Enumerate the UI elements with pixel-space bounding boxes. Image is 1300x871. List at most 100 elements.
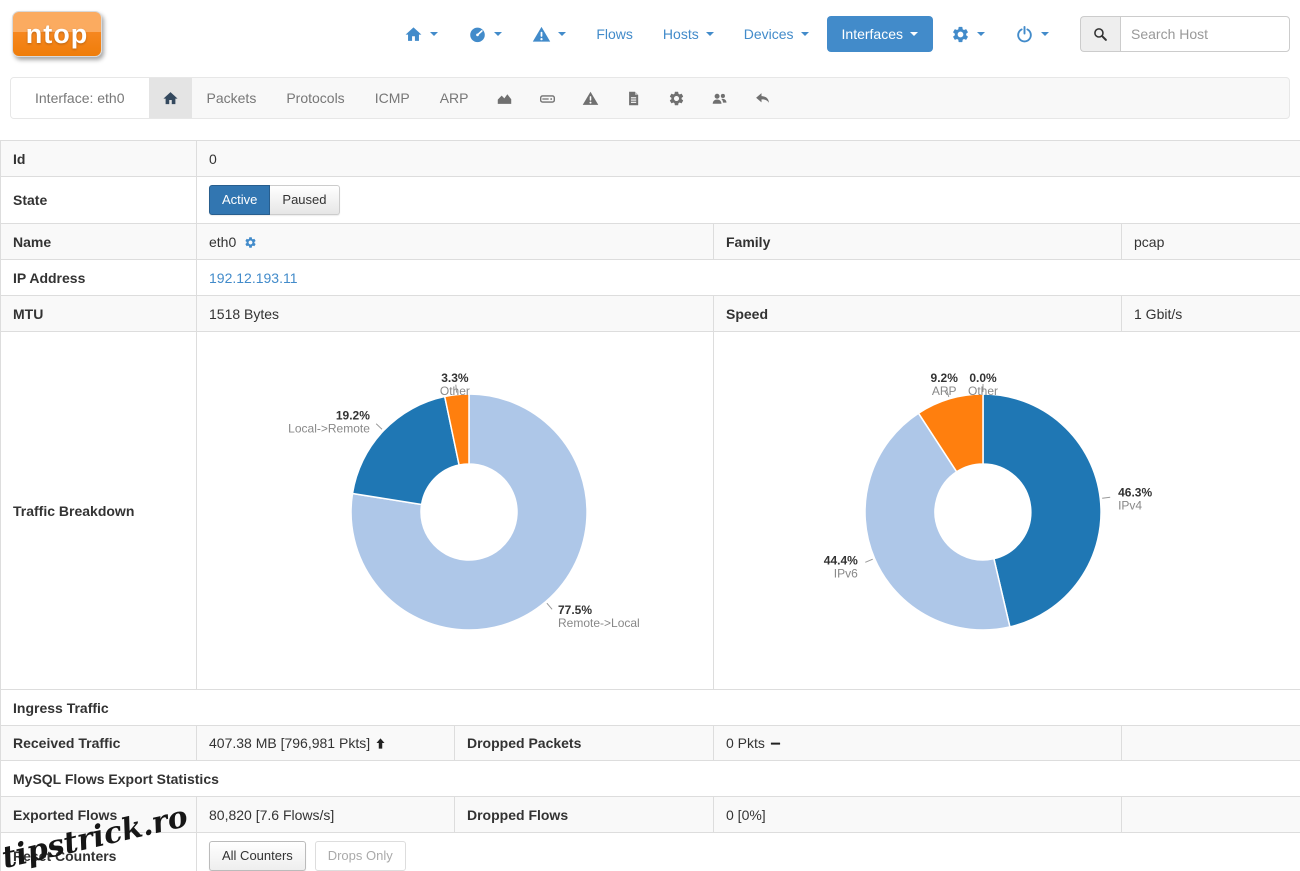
- state-label: State: [1, 177, 197, 224]
- configure-interface-icon[interactable]: [244, 236, 257, 249]
- chart-area-icon: [496, 90, 513, 107]
- slice-pct-label: 19.2%: [336, 409, 370, 423]
- search-icon[interactable]: [1080, 16, 1120, 52]
- interface-details: Id 0 State Active Paused Name eth0 Famil…: [0, 140, 1300, 871]
- slice-name-label: IPv4: [1118, 499, 1142, 513]
- tab-home[interactable]: [149, 78, 192, 118]
- slice-pct-label: 9.2%: [931, 371, 959, 385]
- label-leader-line: [547, 603, 552, 609]
- devices-menu[interactable]: Devices: [732, 17, 821, 51]
- family-value: pcap: [1122, 224, 1300, 260]
- slice-name-label: Other: [440, 384, 470, 398]
- traffic-family-donut-chart: 46.3%IPv444.4%IPv69.2%ARP0.0%Other: [726, 340, 1300, 681]
- home-icon: [162, 90, 179, 107]
- alert-triangle-icon: [582, 90, 599, 107]
- gear-icon: [668, 90, 685, 107]
- top-navbar: ntop Flows Hosts Devices Interfaces: [0, 0, 1300, 68]
- slice-pct-label: 44.4%: [824, 554, 858, 568]
- mtu-value: 1518 Bytes: [197, 296, 714, 332]
- traffic-direction-donut-chart: 77.5%Remote->Local 19.2%Local->Remote 3.3%…: [209, 340, 725, 681]
- nav-item-label: Flows: [596, 26, 633, 42]
- slice-name-label: IPv6: [834, 567, 858, 581]
- nav-item-label: Hosts: [663, 26, 699, 42]
- tab-label: ICMP: [375, 90, 410, 106]
- label-leader-line: [376, 424, 382, 430]
- gear-icon: [951, 25, 970, 44]
- ingress-traffic-header: Ingress Traffic: [1, 690, 1300, 726]
- dropped-packets-label: Dropped Packets: [455, 726, 714, 761]
- chevron-down-icon: [494, 32, 502, 36]
- power-menu[interactable]: [1003, 16, 1061, 53]
- traffic-breakdown-label: Traffic Breakdown: [1, 332, 197, 690]
- nav-item-label: Devices: [744, 26, 794, 42]
- chevron-down-icon: [430, 32, 438, 36]
- tab-chart[interactable]: [483, 78, 526, 118]
- state-paused-button[interactable]: Paused: [270, 185, 339, 215]
- table-row: MTU 1518 Bytes Speed 1 Gbit/s: [1, 296, 1300, 332]
- dash-icon: [769, 737, 782, 750]
- tab-protocols[interactable]: Protocols: [271, 78, 359, 118]
- tab-storage[interactable]: [526, 78, 569, 118]
- table-row: Reset Counters All Counters Drops Only: [1, 833, 1300, 871]
- ntop-logo[interactable]: ntop: [12, 11, 102, 57]
- tab-packets[interactable]: Packets: [192, 78, 272, 118]
- alert-triangle-icon: [532, 25, 551, 44]
- host-search: [1080, 16, 1290, 52]
- interface-navbar: Interface: eth0 PacketsProtocolsICMPARP: [10, 77, 1290, 119]
- dashboard-icon: [468, 25, 487, 44]
- tab-settings[interactable]: [655, 78, 698, 118]
- chevron-down-icon: [910, 32, 918, 36]
- ip-label: IP Address: [1, 260, 197, 296]
- speed-label: Speed: [714, 296, 1122, 332]
- received-traffic-label: Received Traffic: [1, 726, 197, 761]
- chevron-down-icon: [558, 32, 566, 36]
- tab-arp[interactable]: ARP: [425, 78, 484, 118]
- tab-back[interactable]: [741, 78, 784, 118]
- received-traffic-value: 407.38 MB [796,981 Pkts]: [209, 735, 370, 751]
- table-row: Exported Flows 80,820 [7.6 Flows/s] Drop…: [1, 797, 1300, 833]
- exported-flows-value: 80,820 [7.6 Flows/s]: [197, 797, 455, 833]
- flows-link[interactable]: Flows: [584, 17, 645, 51]
- hdd-icon: [539, 90, 556, 107]
- name-label: Name: [1, 224, 197, 260]
- tab-users[interactable]: [698, 78, 741, 118]
- settings-menu[interactable]: [939, 16, 997, 53]
- chevron-down-icon: [706, 32, 714, 36]
- home-menu[interactable]: [392, 16, 450, 53]
- tab-label: Protocols: [286, 90, 344, 106]
- slice-pct-label: 0.0%: [969, 371, 997, 385]
- slice-pct-label: 77.5%: [558, 603, 592, 617]
- ip-address-link[interactable]: 192.12.193.11: [209, 270, 298, 286]
- hosts-menu[interactable]: Hosts: [651, 17, 726, 51]
- search-input[interactable]: [1120, 16, 1290, 52]
- reset-drops-only-button[interactable]: Drops Only: [315, 841, 406, 871]
- slice-name-label: Local->Remote: [288, 422, 370, 436]
- dashboard-menu[interactable]: [456, 16, 514, 53]
- traffic-breakdown-row: Traffic Breakdown 77.5%Remote->Local 19.2…: [1, 332, 1300, 690]
- power-icon: [1015, 25, 1034, 44]
- tab-alerts[interactable]: [569, 78, 612, 118]
- main-menu: Flows Hosts Devices Interfaces: [389, 16, 1064, 53]
- reset-counters-label: Reset Counters: [1, 833, 197, 871]
- state-active-button[interactable]: Active: [209, 185, 270, 215]
- tab-icmp[interactable]: ICMP: [360, 78, 425, 118]
- reset-all-counters-button[interactable]: All Counters: [209, 841, 306, 871]
- nav-item-label: Interfaces: [842, 26, 903, 42]
- mtu-label: MTU: [1, 296, 197, 332]
- id-label: Id: [1, 141, 197, 177]
- slice-pct-label: 3.3%: [441, 371, 469, 385]
- section-header-row: Ingress Traffic: [1, 690, 1300, 726]
- tab-report[interactable]: [612, 78, 655, 118]
- slice-name-label: Remote->Local: [558, 616, 640, 630]
- table-row: Id 0: [1, 141, 1300, 177]
- slice-pct-label: 46.3%: [1118, 486, 1152, 500]
- chevron-down-icon: [977, 32, 985, 36]
- interface-details-table: Id 0 State Active Paused Name eth0 Famil…: [0, 140, 1300, 871]
- slice-name-label: ARP: [932, 384, 957, 398]
- dropped-flows-value: 0 [0%]: [714, 797, 1122, 833]
- id-value: 0: [197, 141, 1300, 177]
- interfaces-menu[interactable]: Interfaces: [827, 16, 933, 52]
- alerts-menu[interactable]: [520, 16, 578, 53]
- file-text-icon: [625, 90, 642, 107]
- label-leader-line: [865, 559, 872, 562]
